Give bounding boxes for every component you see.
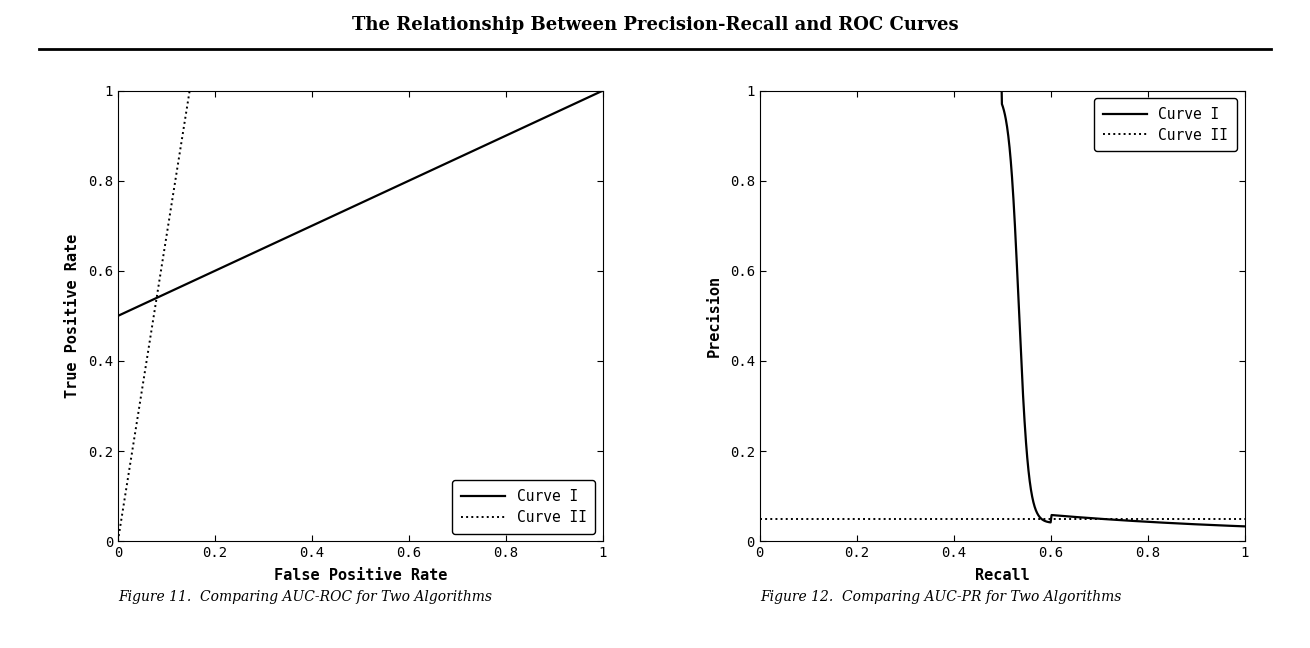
X-axis label: False Positive Rate: False Positive Rate bbox=[274, 568, 447, 583]
Curve II bbox=[182, 87, 198, 95]
Curve I bbox=[880, 87, 896, 95]
Curve I bbox=[1093, 515, 1108, 523]
Legend: Curve I, Curve II: Curve I, Curve II bbox=[1094, 98, 1237, 152]
Curve II bbox=[110, 537, 126, 545]
Curve II bbox=[182, 87, 198, 95]
Text: Figure 12.  Comparing AUC-PR for Two Algorithms: Figure 12. Comparing AUC-PR for Two Algo… bbox=[760, 590, 1121, 604]
Line: Curve I: Curve I bbox=[760, 91, 1244, 526]
Text: Figure 11.  Comparing AUC-ROC for Two Algorithms: Figure 11. Comparing AUC-ROC for Two Alg… bbox=[118, 590, 491, 604]
Text: The Relationship Between Precision-Recall and ROC Curves: The Relationship Between Precision-Recal… bbox=[351, 16, 959, 34]
Curve I bbox=[752, 87, 768, 95]
Y-axis label: True Positive Rate: True Positive Rate bbox=[64, 234, 80, 398]
X-axis label: Recall: Recall bbox=[975, 568, 1030, 583]
Curve II bbox=[595, 87, 610, 95]
Curve I bbox=[1043, 518, 1058, 526]
Line: Curve II: Curve II bbox=[118, 91, 603, 541]
Curve I bbox=[1031, 513, 1047, 520]
Curve I bbox=[1237, 522, 1252, 530]
Curve I bbox=[939, 87, 955, 95]
Legend: Curve I, Curve II: Curve I, Curve II bbox=[452, 480, 595, 534]
Curve I bbox=[1011, 310, 1027, 318]
Y-axis label: Precision: Precision bbox=[706, 275, 722, 357]
